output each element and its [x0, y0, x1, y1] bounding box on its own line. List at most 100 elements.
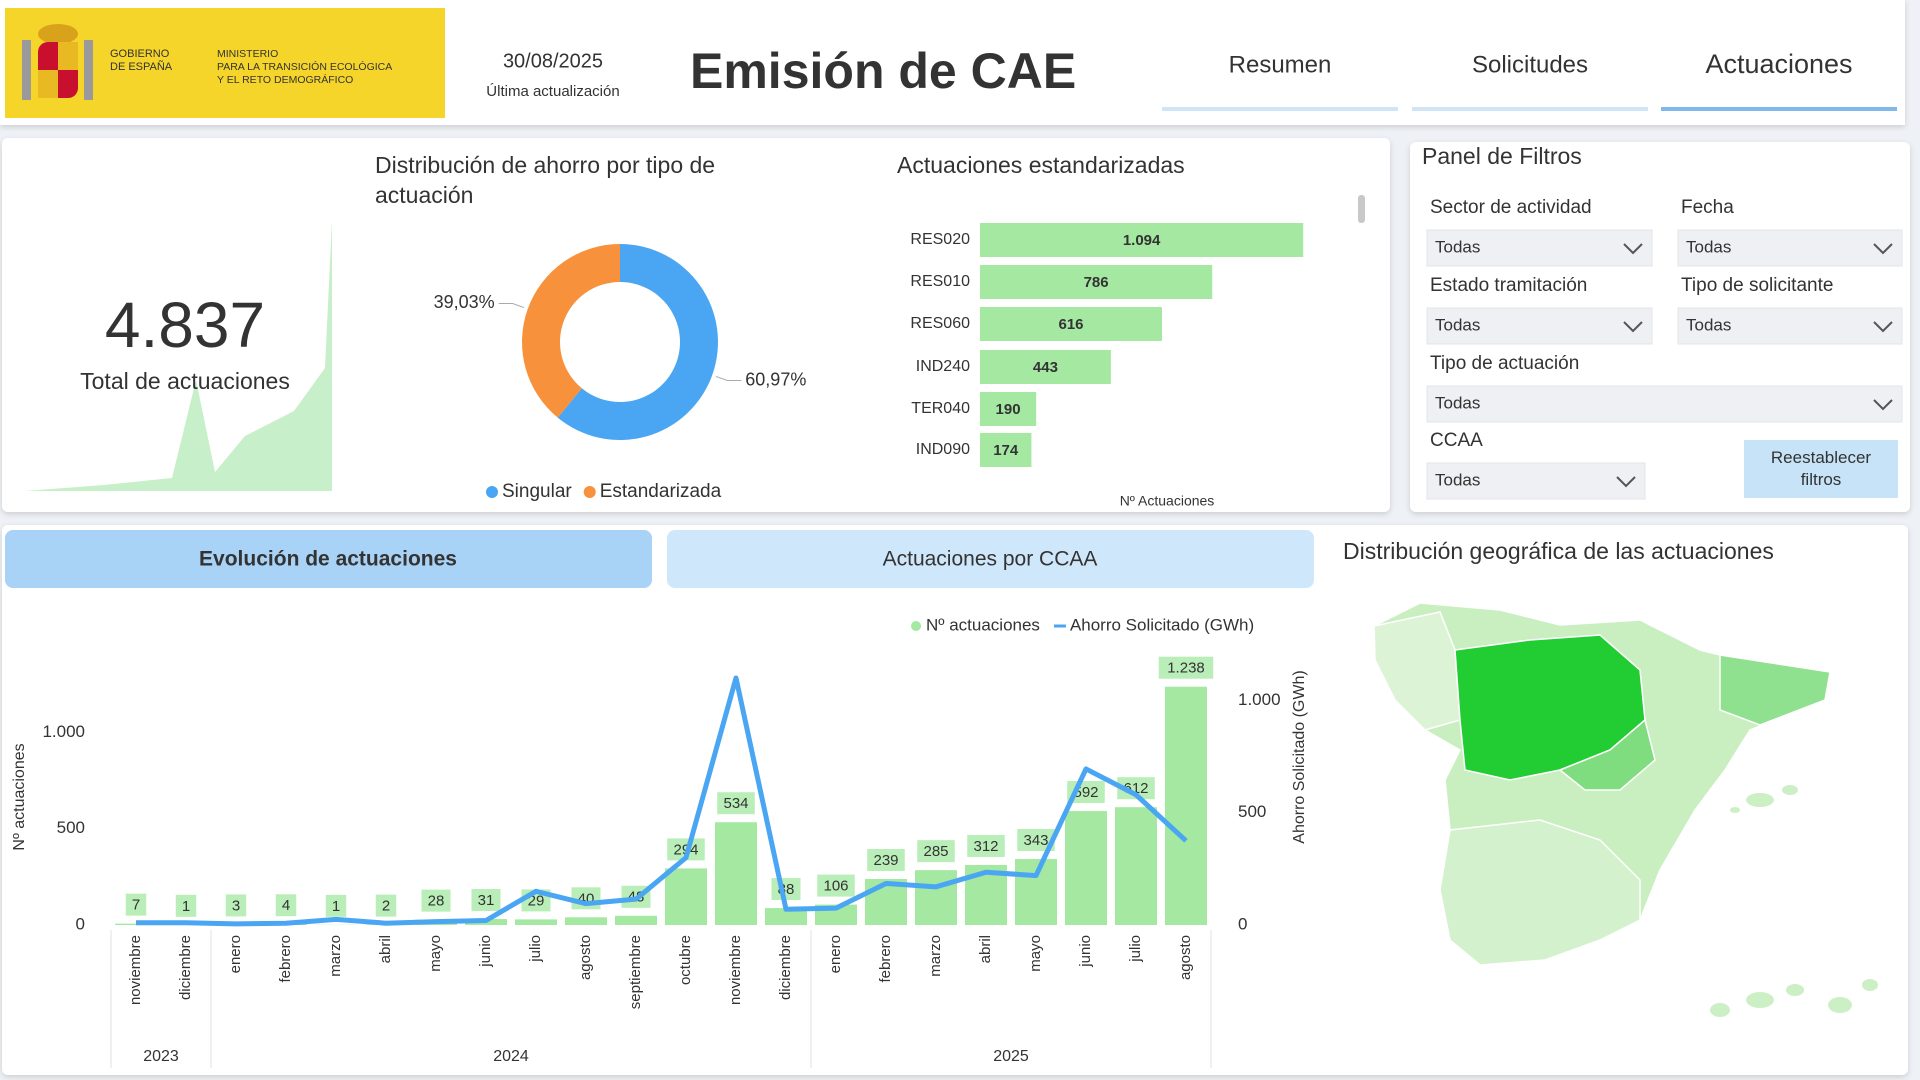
- bar-value-label: 285: [923, 843, 948, 860]
- y-tick-label: 500: [57, 818, 85, 837]
- value-label-background: [421, 889, 451, 912]
- value-label-background: [471, 889, 501, 912]
- x-tick-label: mayo: [427, 935, 444, 972]
- bar-value-label: 4: [282, 897, 290, 914]
- bar: [980, 265, 1213, 299]
- logo-text: GOBIERNO: [110, 48, 170, 60]
- dropdown-chevron[interactable]: [1873, 321, 1893, 333]
- dashboard-title: Emisión de CAE: [690, 43, 1076, 99]
- year-label: 2025: [993, 1048, 1029, 1065]
- bar-value-label: 174: [993, 442, 1019, 459]
- bar-value-label: 106: [823, 878, 848, 895]
- legend-label: Ahorro Solicitado (GWh): [1070, 615, 1254, 634]
- nav-tab[interactable]: Actuaciones: [1705, 49, 1852, 79]
- section-tab[interactable]: [5, 530, 652, 588]
- bar: [980, 223, 1304, 257]
- category-label: RES020: [910, 231, 970, 248]
- map-region: [1719, 654, 1831, 726]
- x-tick-label: octubre: [677, 935, 694, 985]
- section-tab-label[interactable]: Actuaciones por CCAA: [883, 548, 1098, 571]
- dropdown-value[interactable]: Todas: [1686, 237, 1731, 256]
- dropdown-chevron[interactable]: [1873, 243, 1893, 255]
- category-label: IND240: [916, 358, 970, 375]
- donut-slice: [557, 244, 718, 440]
- x-tick-label: mayo: [1027, 935, 1044, 972]
- section-tab[interactable]: [667, 530, 1314, 588]
- legend-label: Singular: [502, 481, 572, 502]
- nav-tab[interactable]: Solicitudes: [1472, 51, 1588, 78]
- dropdown-chevron[interactable]: [1623, 243, 1643, 255]
- dropdown[interactable]: Todas: [1426, 385, 1903, 423]
- x-tick-label: diciembre: [777, 935, 794, 1000]
- dropdown-box[interactable]: [1677, 229, 1903, 267]
- bar: [980, 350, 1111, 384]
- bar-value-label: 1: [182, 898, 190, 915]
- x-tick-label: marzo: [327, 935, 344, 977]
- map-island: [1782, 785, 1798, 795]
- value-label-background: [1158, 656, 1214, 679]
- bar-value-label: 7: [132, 897, 140, 914]
- nav-tab[interactable]: Resumen: [1229, 51, 1332, 78]
- dropdown-chevron[interactable]: [1616, 476, 1636, 488]
- dropdown-value[interactable]: Todas: [1435, 237, 1480, 256]
- value-label-background: [1017, 828, 1055, 851]
- logo-text: MINISTERIO: [217, 48, 278, 60]
- dropdown-value[interactable]: Todas: [1435, 470, 1480, 489]
- dropdown-value[interactable]: Todas: [1686, 315, 1731, 334]
- dropdown[interactable]: Todas: [1426, 229, 1653, 267]
- legend-marker: [486, 486, 498, 498]
- bar: [980, 392, 1037, 426]
- bar: [980, 307, 1162, 341]
- x-tick-label: noviembre: [127, 935, 144, 1005]
- value-label-background: [817, 874, 855, 897]
- map-island: [1746, 793, 1774, 807]
- dropdown[interactable]: Todas: [1677, 307, 1903, 345]
- dropdown[interactable]: Todas: [1677, 229, 1903, 267]
- dropdown-box[interactable]: [1426, 307, 1653, 345]
- section-tab-label[interactable]: Evolución de actuaciones: [199, 548, 457, 571]
- slice-label: 39,03%: [434, 292, 495, 312]
- bar: [715, 822, 757, 925]
- x-tick-label: abril: [977, 935, 994, 963]
- x-tick-label: enero: [227, 935, 244, 973]
- shield-quarter: [58, 42, 78, 70]
- dropdown-box[interactable]: [1426, 229, 1653, 267]
- filter-label: Sector de actividad: [1430, 197, 1592, 218]
- x-tick-label: enero: [827, 935, 844, 973]
- filter-panel-title: Panel de Filtros: [1422, 143, 1582, 169]
- bar-value-label: 616: [1058, 316, 1083, 333]
- bar-value-label: 443: [1033, 359, 1058, 376]
- dropdown-chevron[interactable]: [1873, 399, 1893, 411]
- map-title: Distribución geográfica de las actuacion…: [1343, 538, 1774, 564]
- map-region: [1373, 611, 1461, 731]
- category-label: IND090: [916, 441, 970, 458]
- dropdown-value[interactable]: Todas: [1435, 315, 1480, 334]
- pillar: [84, 40, 93, 100]
- tab-underline: [1661, 107, 1897, 111]
- dropdown-value[interactable]: Todas: [1435, 393, 1480, 412]
- bar: [1165, 686, 1207, 925]
- bar-value-label: 2: [382, 898, 390, 915]
- bar: [1015, 858, 1057, 925]
- dropdown-chevron[interactable]: [1623, 321, 1643, 333]
- kpi-sparkline: [25, 220, 332, 491]
- dropdown-box[interactable]: [1426, 462, 1646, 500]
- reset-button[interactable]: Reestablecer filtros: [1744, 440, 1898, 498]
- x-tick-label: agosto: [1177, 935, 1194, 980]
- bar-value-label: 534: [723, 795, 748, 812]
- value-label-background: [967, 834, 1005, 857]
- filter-label: Tipo de solicitante: [1681, 275, 1833, 296]
- dropdown[interactable]: Todas: [1426, 307, 1653, 345]
- year-label: 2023: [143, 1048, 179, 1065]
- year-label: 2024: [493, 1048, 529, 1065]
- category-label: TER040: [911, 400, 970, 417]
- x-tick-label: junio: [1077, 935, 1094, 968]
- dropdown[interactable]: Todas: [1426, 462, 1646, 500]
- bar: [915, 870, 957, 925]
- dropdown-box[interactable]: [1677, 307, 1903, 345]
- value-label-background: [175, 894, 197, 917]
- bar-value-label: 239: [873, 852, 898, 869]
- logo-text: PARA LA TRANSICIÓN ECOLÓGICA: [217, 60, 392, 73]
- dropdown-box[interactable]: [1426, 385, 1903, 423]
- map-region: [1439, 819, 1641, 966]
